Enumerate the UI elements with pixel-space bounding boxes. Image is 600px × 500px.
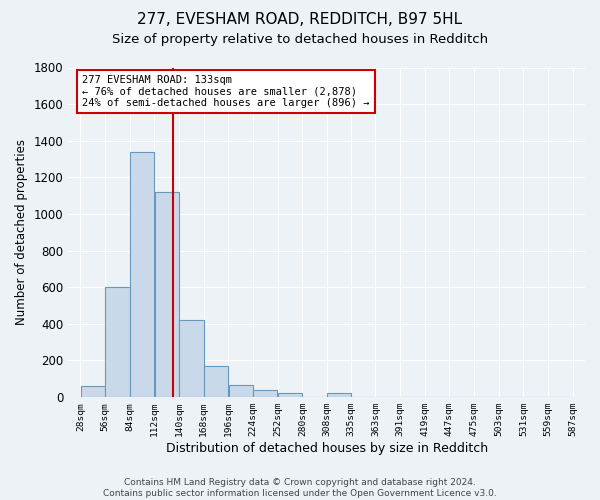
Bar <box>204 366 228 397</box>
Bar <box>278 394 302 397</box>
Text: 277 EVESHAM ROAD: 133sqm
← 76% of detached houses are smaller (2,878)
24% of sem: 277 EVESHAM ROAD: 133sqm ← 76% of detach… <box>82 75 370 108</box>
Text: Contains HM Land Registry data © Crown copyright and database right 2024.
Contai: Contains HM Land Registry data © Crown c… <box>103 478 497 498</box>
X-axis label: Distribution of detached houses by size in Redditch: Distribution of detached houses by size … <box>166 442 488 455</box>
Bar <box>179 320 203 397</box>
Text: Size of property relative to detached houses in Redditch: Size of property relative to detached ho… <box>112 32 488 46</box>
Bar <box>155 192 179 397</box>
Bar <box>130 152 154 397</box>
Text: 277, EVESHAM ROAD, REDDITCH, B97 5HL: 277, EVESHAM ROAD, REDDITCH, B97 5HL <box>137 12 463 28</box>
Bar <box>81 386 105 397</box>
Bar <box>106 287 130 397</box>
Bar <box>229 385 253 397</box>
Y-axis label: Number of detached properties: Number of detached properties <box>15 140 28 326</box>
Bar <box>253 390 277 397</box>
Bar <box>327 394 352 397</box>
